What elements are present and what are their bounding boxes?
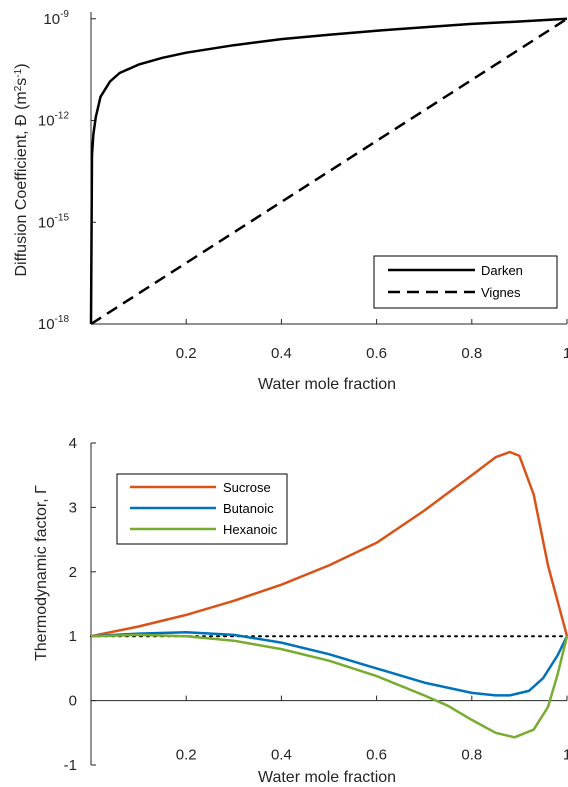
thermo-x-tick-label: 0.8 [461,747,482,764]
thermo-y-tick-label: -1 [64,757,77,774]
diffusion-ticks: 0.2 0.4 0.6 0.8 1 10-18 10-15 10-12 10-9 [38,9,568,362]
series-darken-line [89,17,568,325]
thermo-ticks: 0.2 0.4 0.6 0.8 1 -1 0 1 2 3 4 [64,435,568,774]
thermo-x-tick-label: 1 [563,747,568,764]
diffusion-ylabel: Diffusion Coefficient, Đ (m2s-1) [13,63,31,276]
diffusion-y-tick-label: 10-18 [38,314,70,333]
thermo-y-tick-label: 2 [69,564,77,581]
legend-vignes-label: Vignes [481,285,521,300]
diffusion-x-tick-label: 1 [563,345,568,362]
thermo-x-tick-label: 0.2 [176,747,197,764]
diffusion-y-tick-exponent: -18 [55,314,70,325]
thermo-x-tick-label: 0.4 [271,747,292,764]
diffusion-x-tick-label: 0.4 [271,345,292,362]
thermodynamic-chart: 0.2 0.4 0.6 0.8 1 -1 0 1 2 3 4 Thermodynamic facto… [33,435,568,786]
thermo-axes [90,443,567,765]
series-butanoic-line [90,631,568,697]
legend-sucrose-label: Sucrose [223,480,271,495]
diffusion-y-tick-exponent: -9 [60,9,69,20]
diffusion-x-tick-label: 0.2 [176,345,197,362]
diffusion-series [89,17,568,326]
diffusion-x-tick-label: 0.8 [461,345,482,362]
diffusion-xlabel: Water mole fraction [258,376,396,393]
diffusion-chart: 0.2 0.4 0.6 0.8 1 10-18 10-15 10-12 10-9 Diffusi… [13,9,568,393]
diffusion-x-tick-label: 0.6 [366,345,387,362]
diffusion-y-tick-label: 10-12 [38,111,70,130]
thermo-x-tick-label: 0.6 [366,747,387,764]
diffusion-y-tick-label: 10-15 [38,212,70,231]
thermo-y-tick-label: 4 [69,435,77,452]
series-hexanoic-line [90,633,568,739]
diffusion-y-tick-exponent: -15 [55,212,70,223]
thermo-legend: Sucrose Butanoic Hexanoic [116,473,288,545]
thermo-ylabel: Thermodynamic factor, Γ [33,485,50,661]
thermo-series [90,450,568,739]
thermo-xlabel: Water mole fraction [258,769,396,786]
thermo-y-tick-label: 0 [69,693,77,710]
thermo-y-tick-label: 3 [69,499,77,516]
diffusion-y-tick-exponent: -12 [55,111,70,122]
legend-darken-label: Darken [481,263,523,278]
legend-hexanoic-label: Hexanoic [223,522,278,537]
legend-butanoic-label: Butanoic [223,501,274,516]
diffusion-y-tick-label: 10-9 [43,9,69,28]
series-sucrose-line [90,450,568,638]
thermo-y-tick-label: 1 [69,628,77,645]
diffusion-legend: Darken Vignes [373,255,558,309]
diffusion-legend-box [373,255,558,309]
